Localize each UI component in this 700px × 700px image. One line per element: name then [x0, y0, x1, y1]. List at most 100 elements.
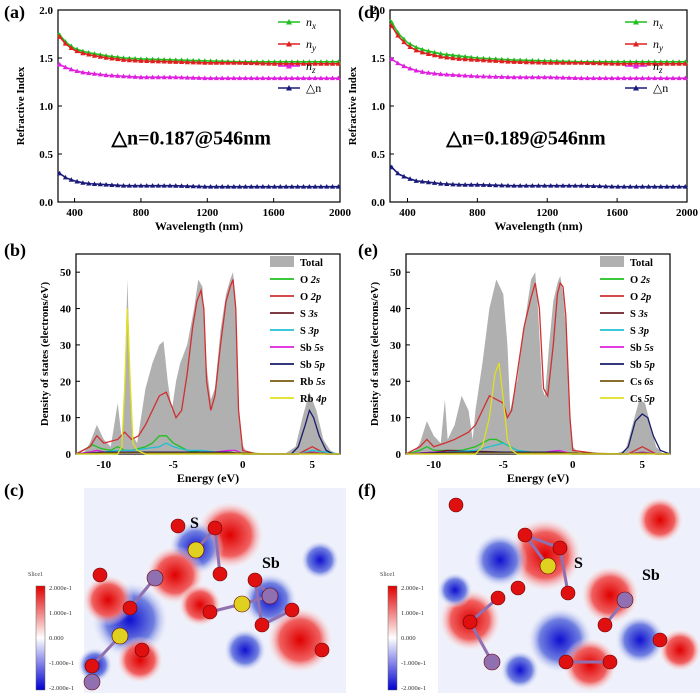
positive-density-lobe: [658, 628, 700, 672]
data-point: [523, 74, 529, 80]
data-point: [431, 180, 438, 185]
y-tick-label: 40: [60, 304, 72, 316]
legend: Total O 2s O 2p S 3s S 3p Sb 5s Sb 5p Rb 5s Rb 4…: [270, 256, 327, 405]
legend-marker: [633, 41, 639, 47]
data-point: [542, 74, 548, 80]
positive-density-lobe: [178, 583, 222, 627]
data-point: [219, 60, 225, 65]
data-point: [138, 58, 144, 63]
data-point: [639, 61, 646, 66]
data-point: [120, 183, 127, 188]
data-point: [425, 48, 432, 54]
data-point: [572, 75, 578, 80]
data-point: [401, 39, 407, 45]
legend-label: S 3p: [630, 326, 649, 337]
data-point: [462, 72, 468, 78]
data-point: [444, 54, 450, 60]
legend-label: △n: [653, 81, 668, 95]
data-point: [155, 74, 161, 80]
data-point: [578, 183, 584, 188]
panel-label-e: (e): [358, 240, 378, 260]
data-point: [578, 60, 584, 65]
data-point: [109, 72, 115, 78]
data-point: [597, 183, 603, 189]
data-point: [480, 57, 487, 63]
data-point: [115, 182, 121, 188]
x-tick-label: 2000: [676, 207, 699, 219]
data-point: [120, 57, 127, 62]
data-point: [97, 71, 103, 77]
series-Rb 4p: [76, 308, 340, 455]
data-point: [505, 74, 511, 80]
atom-S: [233, 595, 251, 613]
legend-marker: [286, 85, 292, 91]
data-point: [318, 75, 324, 81]
atom-label-S: S: [574, 555, 583, 572]
series-nx: [57, 32, 341, 64]
colorbar-tick-label: 2.000e-1: [49, 585, 72, 592]
data-point: [80, 180, 86, 185]
data-point: [444, 181, 450, 186]
data-point: [80, 69, 86, 75]
data-point: [603, 75, 609, 81]
atom-O: [284, 602, 300, 618]
data-point: [62, 41, 69, 46]
data-point: [312, 75, 318, 81]
data-point: [115, 73, 121, 78]
data-point: [560, 75, 566, 80]
data-point: [289, 75, 295, 81]
x-tick-label: 1200: [196, 207, 219, 219]
data-point: [167, 74, 173, 80]
data-point: [271, 75, 278, 81]
negative-density-lobe: [300, 540, 340, 580]
panel-label-a: (a): [4, 2, 25, 22]
x-tick-label: 5: [639, 459, 645, 471]
data-point: [395, 170, 401, 176]
data-point: [86, 70, 92, 76]
legend-label: Sb 5s: [300, 343, 324, 354]
y-tick-label: 20: [390, 376, 402, 388]
y-tick-label: 0.5: [371, 149, 385, 161]
data-point: [295, 75, 301, 81]
data-point: [295, 184, 301, 189]
data-point: [306, 61, 312, 66]
legend-label: nx: [653, 15, 663, 31]
data-point: [242, 60, 249, 65]
data-point: [609, 61, 615, 66]
data-point: [413, 47, 419, 53]
legend-marker: [286, 41, 292, 47]
atom-O: [558, 654, 574, 670]
y-tick-label: 30: [60, 340, 72, 352]
series-Total: [82, 272, 338, 454]
data-point: [676, 61, 682, 66]
data-point: [517, 183, 523, 188]
data-point: [535, 59, 542, 65]
data-point: [597, 60, 603, 66]
x-tick-label: 400: [66, 207, 83, 219]
data-point: [329, 184, 336, 189]
x-tick-label: -5: [169, 459, 179, 471]
colorbar-tick-label: -2.000e-1: [401, 685, 426, 692]
data-point: [149, 74, 156, 80]
legend-label: nz: [653, 59, 663, 75]
legend: Total O 2s O 2p S 3s S 3p Sb 5s Sb 5p Cs 6s Cs 5…: [600, 256, 655, 405]
positive-density-lobe: [82, 574, 134, 626]
y-tick-label: 1.0: [39, 101, 53, 113]
series-nz: [57, 61, 341, 81]
data-point: [184, 183, 190, 189]
positive-density-lobe: [562, 637, 618, 693]
data-point: [184, 74, 190, 80]
data-point: [91, 53, 98, 58]
data-point: [329, 75, 336, 81]
y-tick-label: 1.5: [39, 53, 53, 65]
data-point: [419, 178, 425, 184]
x-tick-label: 1600: [606, 207, 629, 219]
series-Sb 5p: [405, 413, 671, 455]
atom-O: [254, 617, 270, 633]
data-point: [529, 74, 535, 80]
y-tick-label: 1.0: [371, 101, 385, 113]
positive-density-lobe: [580, 565, 640, 625]
data-point: [438, 51, 444, 56]
panel-label-b: (b): [4, 240, 26, 260]
